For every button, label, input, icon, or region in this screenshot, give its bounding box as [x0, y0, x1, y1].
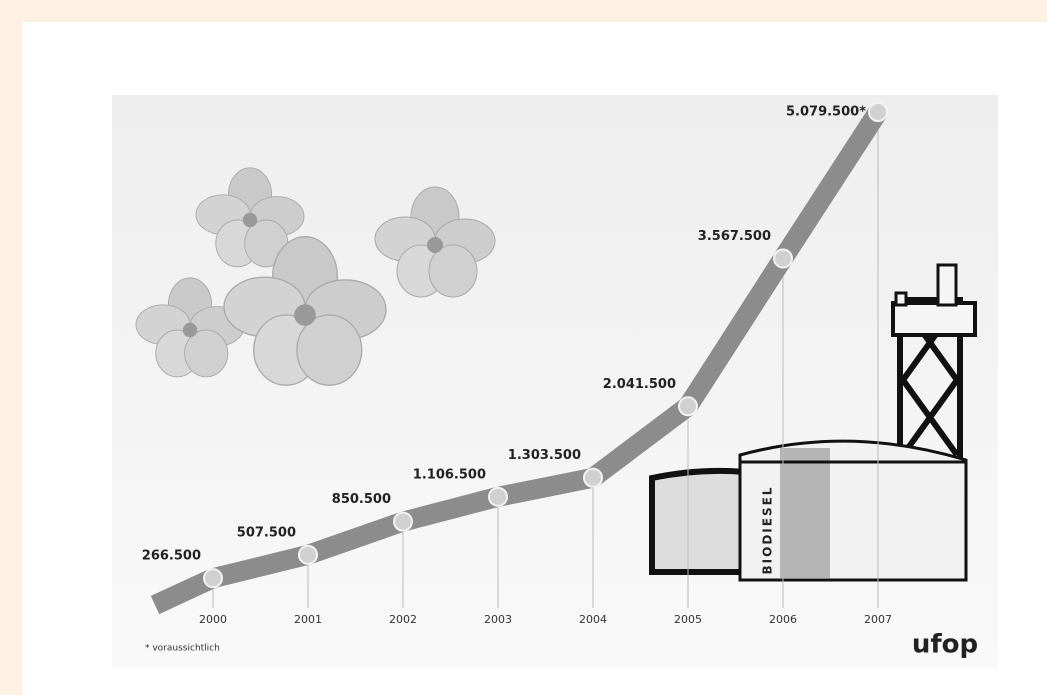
x-tick-label: 2000	[199, 613, 227, 626]
x-tick-label: 2004	[579, 613, 607, 626]
data-point	[204, 569, 222, 587]
data-label: 850.500	[332, 492, 391, 507]
data-point	[299, 546, 317, 564]
data-label: 507.500	[237, 525, 296, 540]
x-tick-label: 2005	[674, 613, 702, 626]
data-point	[584, 469, 602, 487]
data-point	[869, 103, 887, 121]
data-label: 1.303.500	[508, 448, 581, 463]
chart: BIODIESEL * voraussichtlich ufop 2000 200…	[0, 0, 1047, 695]
page: {"chart_data": {"type": "line", "categor…	[0, 0, 1047, 695]
data-point	[394, 513, 412, 531]
x-tick-label: 2002	[389, 613, 417, 626]
data-label: 5.079.500*	[786, 105, 866, 120]
x-tick-label: 2006	[769, 613, 797, 626]
data-point	[774, 249, 792, 267]
data-label: 3.567.500	[698, 229, 771, 244]
data-point	[489, 488, 507, 506]
building-label: BIODIESEL	[761, 486, 775, 575]
x-tick-label: 2007	[864, 613, 892, 626]
footnote: * voraussichtlich	[145, 644, 220, 654]
logo: ufop	[912, 630, 978, 660]
data-label: 1.106.500	[413, 467, 486, 482]
x-tick-label: 2003	[484, 613, 512, 626]
x-tick-label: 2001	[294, 613, 322, 626]
data-label: 2.041.500	[603, 377, 676, 392]
data-point	[679, 397, 697, 415]
data-label: 266.500	[142, 549, 201, 564]
